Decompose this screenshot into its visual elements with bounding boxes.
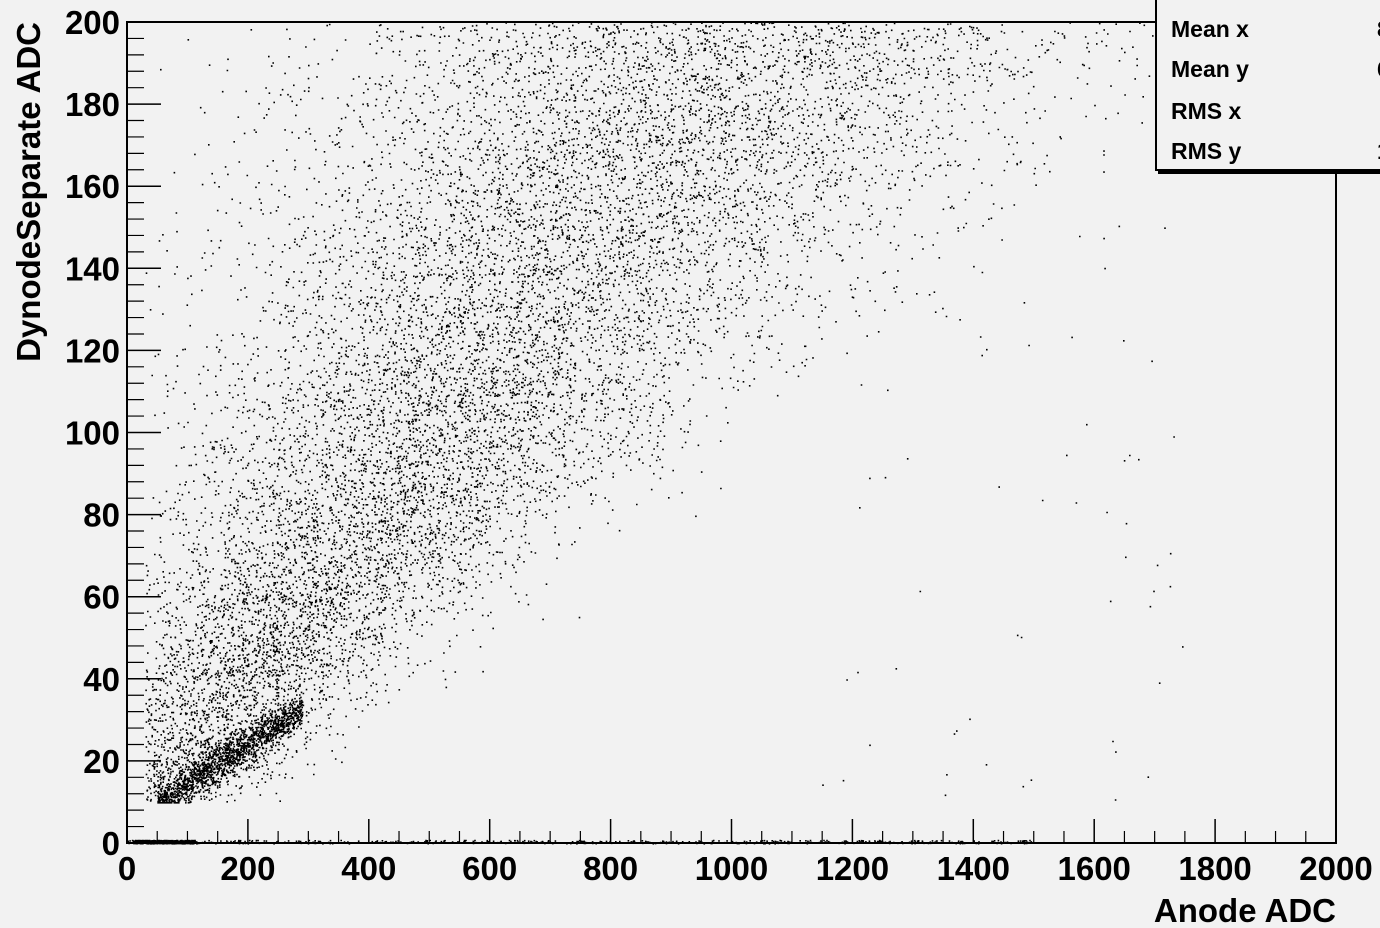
- x-tick-label: 1400: [937, 850, 1010, 887]
- stats-value-mean-y: 6: [1377, 56, 1380, 83]
- x-tick-label: 2000: [1299, 850, 1372, 887]
- y-tick-label: 140: [65, 250, 120, 287]
- x-tick-label: 400: [341, 850, 396, 887]
- x-axis-ticks: 0 200 400 600 800 1000 1200 1400 1600 1800 2000: [118, 819, 1373, 887]
- x-tick-label: 1000: [695, 850, 768, 887]
- x-tick-label: 600: [462, 850, 517, 887]
- y-tick-label: 40: [83, 661, 120, 698]
- stats-box: Mean x 8 Mean y 6 RMS x RMS y 1: [1155, 0, 1380, 171]
- y-tick-label: 100: [65, 415, 120, 452]
- stats-label-mean-y: Mean y: [1171, 56, 1249, 82]
- y-axis-label: DynodeSeparate ADC: [10, 22, 47, 362]
- x-axis-label: Anode ADC: [1154, 892, 1336, 928]
- x-tick-label: 800: [583, 850, 638, 887]
- stats-label-rms-x: RMS x: [1171, 98, 1242, 124]
- y-tick-label: 0: [102, 825, 120, 862]
- y-tick-label: 20: [83, 743, 120, 780]
- x-tick-label: 1200: [816, 850, 889, 887]
- x-tick-label: 200: [220, 850, 275, 887]
- stats-value-rms-y: 1: [1377, 138, 1380, 165]
- x-tick-label: 0: [118, 850, 136, 887]
- stats-label-mean-x: Mean x: [1171, 16, 1249, 42]
- y-tick-label: 200: [65, 4, 120, 41]
- y-tick-label: 80: [83, 497, 120, 534]
- stats-value-mean-x: 8: [1377, 16, 1380, 43]
- y-tick-label: 120: [65, 332, 120, 369]
- y-tick-label: 180: [65, 86, 120, 123]
- x-tick-label: 1600: [1057, 850, 1130, 887]
- y-tick-label: 160: [65, 168, 120, 205]
- y-axis-ticks: 0 20 40 60 80 100 120 140 160 180 200: [65, 4, 161, 862]
- x-tick-label: 1800: [1178, 850, 1251, 887]
- y-tick-label: 60: [83, 579, 120, 616]
- stats-label-rms-y: RMS y: [1171, 138, 1242, 164]
